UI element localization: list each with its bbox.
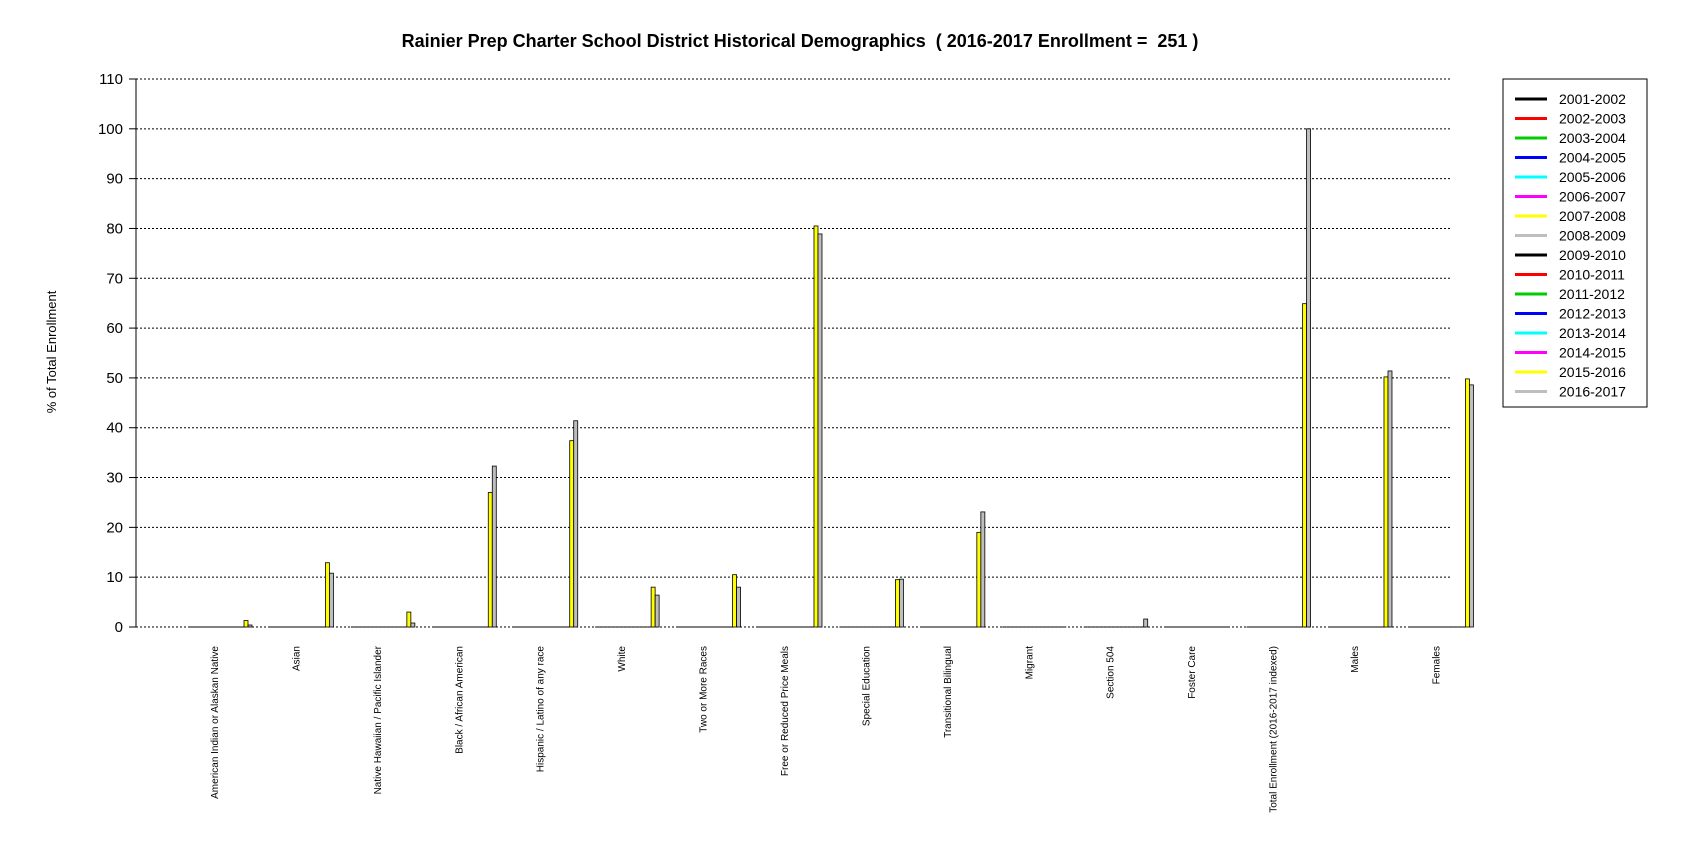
x-tick-label: Black / African American (454, 646, 465, 754)
legend-entry: 2016-2017 (1559, 384, 1626, 400)
y-tick-label: 30 (106, 470, 123, 487)
y-tick-label: 70 (106, 270, 123, 287)
legend-entry: 2002-2003 (1559, 111, 1626, 127)
bar (410, 622, 416, 628)
bar (573, 420, 579, 628)
legend-entry: 2010-2011 (1559, 267, 1625, 283)
bar (1143, 618, 1149, 628)
x-tick-label: Two or More Races (699, 646, 710, 733)
x-tick-label: Migrant (1024, 646, 1035, 680)
y-tick-label: 20 (106, 519, 123, 536)
x-tick-label: American Indian or Alaskan Native (210, 646, 221, 799)
legend-entry: 2015-2016 (1559, 364, 1626, 380)
chart-title: Rainier Prep Charter School District His… (402, 31, 1199, 51)
y-tick-label: 100 (98, 121, 123, 138)
bar (813, 225, 819, 628)
legend-entry: 2004-2005 (1559, 150, 1626, 166)
x-tick-label: Asian (291, 646, 302, 671)
x-tick-label: Native Hawaiian / Pacific Islander (373, 645, 384, 794)
x-tick-label: Total Enrollment (2016-2017 indexed) (1269, 646, 1280, 813)
bar (406, 611, 412, 628)
bar (491, 465, 497, 628)
bar (487, 492, 493, 628)
bar (650, 586, 656, 628)
bar (980, 511, 986, 628)
bar (817, 233, 823, 628)
x-tick-label: Section 504 (1106, 646, 1117, 699)
bar (976, 531, 982, 628)
y-axis-label: % of Total Enrollment (44, 290, 59, 413)
legend-entry: 2005-2006 (1559, 169, 1626, 185)
x-tick-label: Foster Care (1187, 646, 1198, 699)
x-tick-label: White (617, 646, 628, 672)
gridlines (136, 78, 1452, 628)
bar (329, 572, 334, 628)
bar (243, 620, 249, 628)
legend: 2001-2002 2002-2003 2003-2004 2004-2005 2005… (1502, 78, 1648, 408)
legend-entry: 2007-2008 (1559, 208, 1626, 224)
bars (188, 128, 1474, 628)
x-tick-label: Special Education (861, 646, 872, 726)
legend-entry: 2012-2013 (1559, 306, 1626, 322)
bar (325, 562, 330, 628)
y-tick-label: 80 (106, 220, 123, 237)
y-tick-label: 110 (99, 71, 123, 88)
x-tick-label: Females (1431, 646, 1442, 684)
y-tick-label: 10 (106, 569, 123, 586)
bar (732, 574, 737, 628)
x-tick-label: Hispanic / Latino of any race (536, 646, 547, 773)
y-tick-label: 40 (106, 420, 123, 437)
bar (1469, 384, 1474, 628)
bar (1387, 370, 1393, 628)
x-tick-label: Males (1350, 646, 1361, 673)
y-axis: 0 10 20 30 40 50 60 70 80 90 100 110 (98, 71, 137, 636)
legend-entry: 2003-2004 (1559, 130, 1626, 146)
legend-entry: 2011-2012 (1559, 286, 1625, 302)
y-tick-label: 60 (106, 320, 123, 337)
y-tick-label: 0 (115, 619, 123, 636)
x-tick-label: Transitional Bilingual (943, 646, 954, 738)
legend-entry: 2001-2002 (1559, 91, 1626, 107)
legend-entry: 2008-2009 (1559, 228, 1626, 244)
legend-entry: 2006-2007 (1559, 189, 1626, 205)
bar (1306, 128, 1311, 628)
bar (895, 579, 900, 628)
x-axis: American Indian or Alaskan Native Asian Na… (210, 645, 1442, 812)
bar (1465, 378, 1470, 628)
bar (899, 578, 904, 628)
legend-entry: 2009-2010 (1559, 247, 1626, 263)
x-tick-label: Free or Reduced Price Meals (780, 646, 791, 776)
y-tick-label: 90 (106, 171, 123, 188)
bar (1302, 303, 1307, 628)
bar (736, 586, 741, 628)
legend-entry: 2014-2015 (1559, 345, 1626, 361)
bar (654, 594, 660, 628)
bar (247, 624, 253, 628)
bar (569, 440, 575, 628)
y-tick-label: 50 (106, 370, 123, 387)
bar (1383, 376, 1389, 628)
legend-entry: 2013-2014 (1559, 325, 1626, 341)
